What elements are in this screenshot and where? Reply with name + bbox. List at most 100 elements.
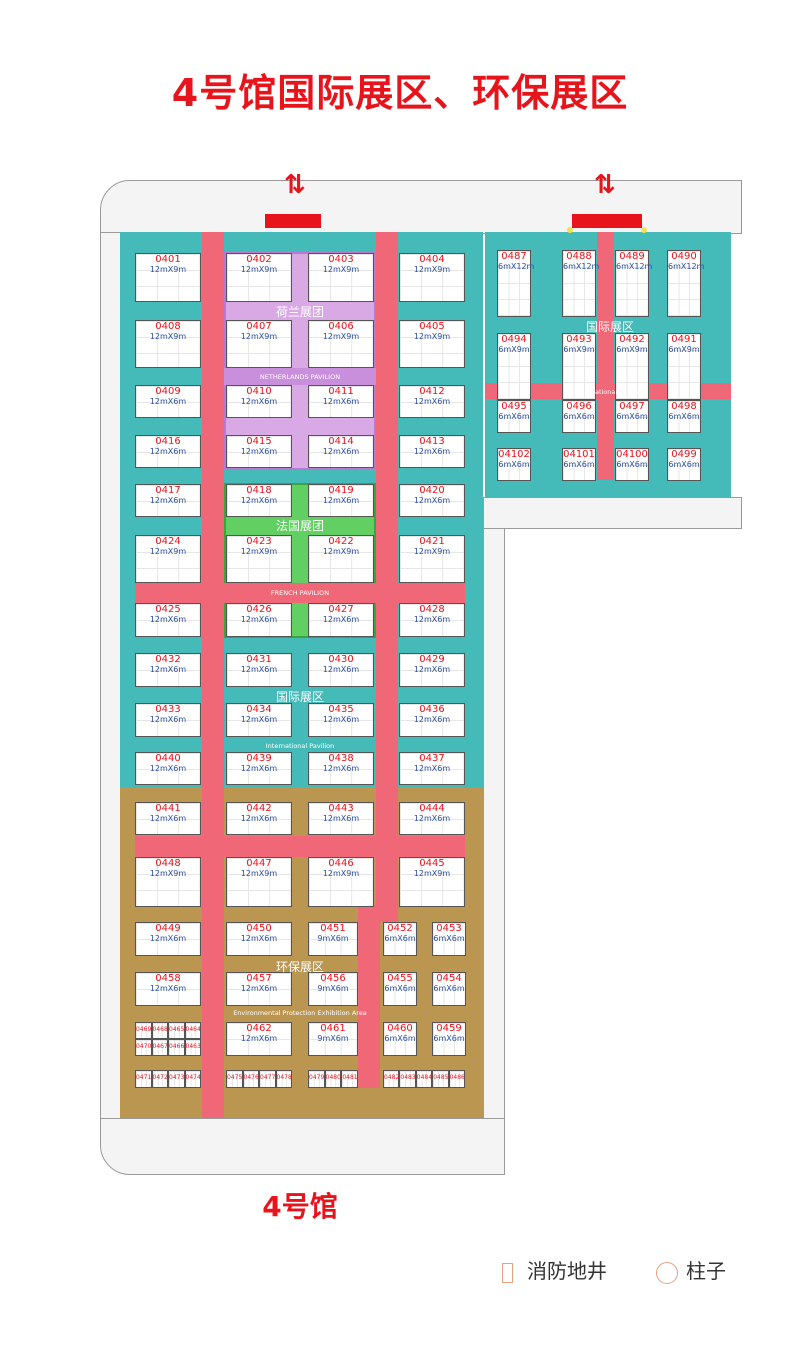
booth-0415[interactable]: 0415 12mX6m [226, 435, 292, 468]
booth-0452[interactable]: 0452 6mX6m [383, 922, 417, 956]
booth-0437[interactable]: 0437 12mX6m [399, 752, 465, 785]
booth-0419[interactable]: 0419 12mX6m [308, 484, 374, 517]
booth-0467[interactable]: 0467 [151, 1039, 168, 1056]
booth-0450[interactable]: 0450 12mX6m [226, 922, 292, 956]
booth-0480[interactable]: 0480 [324, 1070, 342, 1088]
booth-0406[interactable]: 0406 12mX9m [308, 320, 374, 368]
booth-0431[interactable]: 0431 12mX6m [226, 653, 292, 687]
booth-0401[interactable]: 0401 12mX9m [135, 253, 201, 302]
booth-0428[interactable]: 0428 12mX6m [399, 603, 465, 637]
booth-0424[interactable]: 0424 12mX9m [135, 535, 201, 583]
booth-0476[interactable]: 0476 [242, 1070, 259, 1088]
booth-0403[interactable]: 0403 12mX9m [308, 253, 374, 302]
booth-0439[interactable]: 0439 12mX6m [226, 752, 292, 785]
booth-0421[interactable]: 0421 12mX9m [399, 535, 465, 583]
booth-0409[interactable]: 0409 12mX6m [135, 385, 201, 418]
booth-0474[interactable]: 0474 [184, 1070, 201, 1088]
booth-0489[interactable]: 0489 6mX12m [615, 250, 652, 317]
booth-0482[interactable]: 0482 [383, 1070, 400, 1088]
booth-0435[interactable]: 0435 12mX6m [308, 703, 374, 737]
booth-0499[interactable]: 0499 6mX6m [667, 448, 701, 481]
booth-0457[interactable]: 0457 12mX6m [226, 972, 292, 1006]
booth-0449[interactable]: 0449 12mX6m [135, 922, 201, 956]
booth-0472[interactable]: 0472 [151, 1070, 168, 1088]
booth-0407[interactable]: 0407 12mX9m [226, 320, 292, 368]
booth-0483[interactable]: 0483 [399, 1070, 416, 1088]
booth-0426[interactable]: 0426 12mX6m [226, 603, 292, 637]
booth-0408[interactable]: 0408 12mX9m [135, 320, 201, 368]
booth-0478[interactable]: 0478 [275, 1070, 292, 1088]
booth-0458[interactable]: 0458 12mX6m [135, 972, 201, 1006]
booth-0417[interactable]: 0417 12mX6m [135, 484, 201, 517]
booth-04102[interactable]: 04102 6mX6m [497, 448, 531, 481]
booth-0414[interactable]: 0414 12mX6m [308, 435, 374, 468]
booth-0479[interactable]: 0479 [308, 1070, 325, 1088]
booth-0465[interactable]: 0465 [168, 1022, 185, 1039]
booth-0462[interactable]: 0462 12mX6m [226, 1022, 292, 1056]
booth-0460[interactable]: 0460 6mX6m [383, 1022, 417, 1056]
booth-0470[interactable]: 0470 [135, 1039, 152, 1056]
booth-0451[interactable]: 0451 9mX6m [308, 922, 358, 956]
booth-0453[interactable]: 0453 6mX6m [432, 922, 466, 956]
booth-0496[interactable]: 0496 6mX6m [562, 400, 596, 433]
booth-0464[interactable]: 0464 [184, 1022, 201, 1039]
booth-0494[interactable]: 0494 6mX9m [497, 333, 531, 400]
booth-0463[interactable]: 0463 [184, 1039, 201, 1056]
booth-0473[interactable]: 0473 [168, 1070, 185, 1088]
booth-0412[interactable]: 0412 12mX6m [399, 385, 465, 418]
booth-0430[interactable]: 0430 12mX6m [308, 653, 374, 687]
booth-0405[interactable]: 0405 12mX9m [399, 320, 465, 368]
booth-0485[interactable]: 0485 [432, 1070, 449, 1088]
booth-0477[interactable]: 0477 [259, 1070, 276, 1088]
booth-0418[interactable]: 0418 12mX6m [226, 484, 292, 517]
booth-0402[interactable]: 0402 12mX9m [226, 253, 292, 302]
booth-0422[interactable]: 0422 12mX9m [308, 535, 374, 583]
booth-0445[interactable]: 0445 12mX9m [399, 857, 465, 907]
booth-0442[interactable]: 0442 12mX6m [226, 802, 292, 835]
booth-0461[interactable]: 0461 9mX6m [308, 1022, 358, 1056]
booth-0488[interactable]: 0488 6mX12m [562, 250, 599, 317]
booth-0490[interactable]: 0490 6mX12m [667, 250, 704, 317]
booth-0471[interactable]: 0471 [135, 1070, 152, 1088]
booth-0448[interactable]: 0448 12mX9m [135, 857, 201, 907]
booth-0497[interactable]: 0497 6mX6m [615, 400, 649, 433]
booth-0413[interactable]: 0413 12mX6m [399, 435, 465, 468]
booth-0498[interactable]: 0498 6mX6m [667, 400, 701, 433]
booth-0491[interactable]: 0491 6mX9m [667, 333, 701, 400]
booth-0446[interactable]: 0446 12mX9m [308, 857, 374, 907]
booth-0454[interactable]: 0454 6mX6m [432, 972, 466, 1006]
booth-0429[interactable]: 0429 12mX6m [399, 653, 465, 687]
booth-0440[interactable]: 0440 12mX6m [135, 752, 201, 785]
booth-0468[interactable]: 0468 [151, 1022, 168, 1039]
booth-0459[interactable]: 0459 6mX6m [432, 1022, 466, 1056]
booth-0444[interactable]: 0444 12mX6m [399, 802, 465, 835]
booth-0436[interactable]: 0436 12mX6m [399, 703, 465, 737]
booth-0433[interactable]: 0433 12mX6m [135, 703, 201, 737]
booth-0416[interactable]: 0416 12mX6m [135, 435, 201, 468]
booth-0411[interactable]: 0411 12mX6m [308, 385, 374, 418]
booth-0423[interactable]: 0423 12mX9m [226, 535, 292, 583]
booth-04101[interactable]: 04101 6mX6m [562, 448, 596, 481]
booth-0475[interactable]: 0475 [226, 1070, 243, 1088]
booth-0404[interactable]: 0404 12mX9m [399, 253, 465, 302]
booth-0425[interactable]: 0425 12mX6m [135, 603, 201, 637]
booth-0443[interactable]: 0443 12mX6m [308, 802, 374, 835]
booth-0487[interactable]: 0487 6mX12m [497, 250, 534, 317]
booth-0484[interactable]: 0484 [415, 1070, 433, 1088]
booth-0466[interactable]: 0466 [168, 1039, 185, 1056]
booth-0420[interactable]: 0420 12mX6m [399, 484, 465, 517]
booth-04100[interactable]: 04100 6mX6m [615, 448, 649, 481]
booth-0492[interactable]: 0492 6mX9m [615, 333, 649, 400]
booth-0495[interactable]: 0495 6mX6m [497, 400, 531, 433]
booth-0455[interactable]: 0455 6mX6m [383, 972, 417, 1006]
booth-0493[interactable]: 0493 6mX9m [562, 333, 596, 400]
booth-0427[interactable]: 0427 12mX6m [308, 603, 374, 637]
booth-0456[interactable]: 0456 9mX6m [308, 972, 358, 1006]
booth-0447[interactable]: 0447 12mX9m [226, 857, 292, 907]
booth-0432[interactable]: 0432 12mX6m [135, 653, 201, 687]
booth-0481[interactable]: 0481 [341, 1070, 358, 1088]
booth-0438[interactable]: 0438 12mX6m [308, 752, 374, 785]
booth-0441[interactable]: 0441 12mX6m [135, 802, 201, 835]
booth-0469[interactable]: 0469 [135, 1022, 152, 1039]
booth-0434[interactable]: 0434 12mX6m [226, 703, 292, 737]
